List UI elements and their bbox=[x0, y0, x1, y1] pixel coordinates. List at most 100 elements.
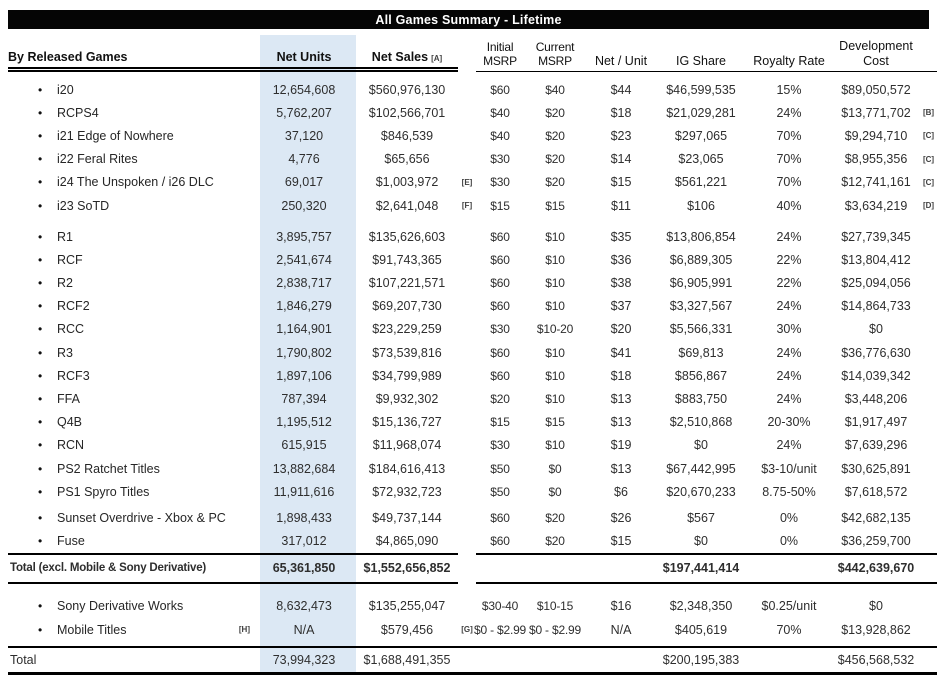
cell-game-name: • R1 bbox=[8, 225, 252, 248]
grand-total-net-units: 73,994,323 bbox=[252, 646, 356, 676]
cell-initial-msrp: $40 bbox=[490, 128, 510, 143]
cell-net-units: 1,897,106 bbox=[276, 368, 332, 383]
cell-net-per-unit: N/A bbox=[610, 622, 632, 637]
cell-net-sales: $135,626,603 bbox=[368, 229, 446, 244]
cell-initial-msrp: $50 bbox=[490, 484, 510, 499]
cell-net-sales: $69,207,730 bbox=[372, 299, 442, 314]
game-name: Mobile Titles bbox=[57, 622, 127, 637]
game-name: i22 Feral Rites bbox=[57, 152, 138, 167]
col-header-ig-share: IG Share bbox=[675, 53, 727, 68]
cell-net-units: 1,195,512 bbox=[276, 415, 332, 430]
game-name: Sunset Overdrive - Xbox & PC bbox=[57, 510, 226, 525]
cell-footnote-right bbox=[920, 225, 937, 248]
cell-development-cost: $7,639,296 bbox=[844, 438, 908, 453]
cell-net-sales: $107,221,571 bbox=[368, 276, 446, 291]
cell-development-cost: $14,039,342 bbox=[841, 368, 911, 383]
cell-net-per-unit: $11 bbox=[611, 198, 631, 213]
cell-net-sales: $184,616,413 bbox=[368, 461, 446, 476]
cell-royalty-rate: 0% bbox=[779, 534, 799, 549]
cell-net-per-unit: $44 bbox=[610, 82, 632, 97]
header-underline-right: Initial MSRP Current MSRP Net / Unit IG … bbox=[476, 35, 937, 72]
cell-current-msrp: $0 - $2.99 bbox=[528, 622, 582, 637]
cell-royalty-rate: 24% bbox=[776, 392, 802, 407]
cell-ig-share: $561,221 bbox=[674, 175, 728, 190]
cell-net-per-unit: $38 bbox=[610, 276, 632, 291]
table-row: • Sony Derivative Works 8,632,473 $135,2… bbox=[8, 595, 937, 618]
cell-net-units: 250,320 bbox=[281, 198, 327, 213]
cell-initial-msrp: $60 bbox=[490, 276, 510, 291]
cell-ig-share: $297,065 bbox=[674, 128, 728, 143]
cell-footnote-left bbox=[458, 457, 476, 480]
cell-current-msrp: $10 bbox=[545, 438, 565, 453]
game-name: RCPS4 bbox=[57, 105, 99, 120]
col-header-by-released-games: By Released Games bbox=[8, 49, 128, 64]
grand-total-footnote-gap bbox=[458, 646, 476, 676]
cell-footnote-right: [D] bbox=[922, 201, 935, 211]
cell-royalty-rate: 15% bbox=[776, 82, 802, 97]
table-row: • i20 12,654,608 $560,976,130 $60 $40 $4… bbox=[8, 78, 937, 101]
cell-current-msrp: $20 bbox=[545, 534, 565, 549]
cell-footnote-left bbox=[458, 148, 476, 171]
cell-net-per-unit: $19 bbox=[610, 438, 632, 453]
header-underline-left: By Released Games bbox=[8, 35, 252, 72]
cell-net-units: 615,915 bbox=[281, 438, 327, 453]
cell-current-msrp: $10 bbox=[545, 299, 565, 314]
cell-net-units: 317,012 bbox=[281, 534, 327, 549]
cell-initial-msrp: $30-40 bbox=[481, 599, 519, 614]
cell-game-name: • Sunset Overdrive - Xbox & PC bbox=[8, 506, 252, 529]
cell-footnote-right bbox=[920, 618, 937, 641]
cell-footnote-left bbox=[458, 364, 476, 387]
total-row-excl-mobile-sony: Total (excl. Mobile & Sony Derivative) 6… bbox=[8, 552, 937, 584]
cell-footnote-left bbox=[458, 506, 476, 529]
cell-footnote-left bbox=[458, 225, 476, 248]
cell-royalty-rate: $3-10/unit bbox=[761, 461, 817, 476]
cell-current-msrp: $20 bbox=[545, 128, 565, 143]
cell-net-per-unit: $16 bbox=[610, 599, 632, 614]
cell-development-cost: $36,259,700 bbox=[841, 534, 911, 549]
cell-ig-share: $405,619 bbox=[674, 622, 728, 637]
cell-footnote-right: [C] bbox=[922, 131, 935, 141]
bullet-icon: • bbox=[38, 229, 43, 244]
cell-development-cost: $7,618,572 bbox=[844, 484, 908, 499]
cell-footnote-right bbox=[920, 411, 937, 434]
cell-net-sales: $102,566,701 bbox=[368, 105, 446, 120]
cell-ig-share: $46,599,535 bbox=[666, 82, 736, 97]
net-sales-label: Net Sales bbox=[371, 49, 429, 64]
cell-net-sales: $65,656 bbox=[384, 152, 430, 167]
bullet-icon: • bbox=[38, 175, 43, 190]
game-name: i20 bbox=[57, 82, 74, 97]
cell-footnote-right bbox=[920, 595, 937, 618]
cell-initial-msrp: $60 bbox=[490, 82, 510, 97]
cell-footnote-left bbox=[458, 78, 476, 101]
grand-total-label: Total bbox=[8, 646, 252, 676]
cell-initial-msrp: $50 bbox=[490, 461, 510, 476]
bullet-icon: • bbox=[38, 484, 43, 499]
cell-current-msrp: $0 bbox=[548, 484, 562, 499]
cell-current-msrp: $10 bbox=[545, 345, 565, 360]
cell-royalty-rate: 40% bbox=[776, 198, 802, 213]
cell-initial-msrp: $30 bbox=[490, 438, 510, 453]
cell-footnote-right: [B] bbox=[922, 108, 935, 118]
cell-footnote-left bbox=[458, 530, 476, 553]
cell-footnote-left bbox=[458, 295, 476, 318]
header-underline-mid: Net Units Net Sales [A] bbox=[252, 35, 458, 72]
grand-total-development-cost: $456,568,532 bbox=[832, 646, 920, 676]
cell-net-per-unit: $20 bbox=[610, 322, 632, 337]
game-name: PS1 Spyro Titles bbox=[57, 484, 150, 499]
cell-game-name: • R3 bbox=[8, 341, 252, 364]
cell-game-name: • i22 Feral Rites bbox=[8, 148, 252, 171]
game-name: Sony Derivative Works bbox=[57, 599, 184, 614]
cell-development-cost: $89,050,572 bbox=[841, 82, 911, 97]
game-name: FFA bbox=[57, 392, 80, 407]
cell-net-units: 5,762,207 bbox=[276, 105, 332, 120]
cell-development-cost: $1,917,497 bbox=[844, 415, 908, 430]
cell-current-msrp: $10-20 bbox=[536, 322, 574, 337]
table-row: • Q4B 1,195,512 $15,136,727 $15 $15 $13 … bbox=[8, 411, 937, 434]
cell-ig-share: $0 bbox=[694, 534, 708, 549]
cell-initial-msrp: $60 bbox=[490, 345, 510, 360]
col-header-current-msrp: Current MSRP bbox=[535, 39, 575, 69]
game-name: RCF2 bbox=[57, 299, 90, 314]
cell-net-units: 12,654,608 bbox=[272, 82, 336, 97]
table-row: • Fuse 317,012 $4,865,090 $60 $20 $15 $0… bbox=[8, 530, 937, 553]
